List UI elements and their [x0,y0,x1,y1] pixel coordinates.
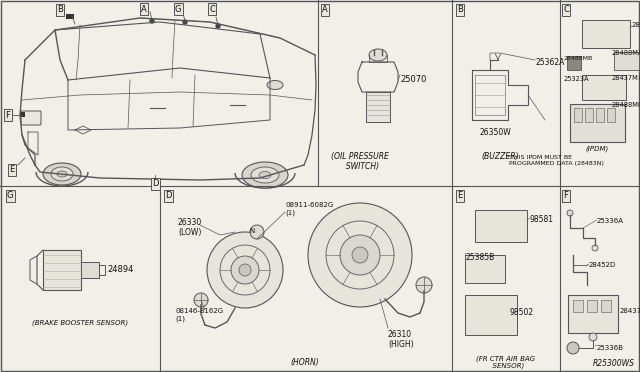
Text: F: F [6,110,10,119]
Bar [596,108,604,122]
Circle shape [592,245,598,251]
Text: (FR CTR AIR BAG
  SENSOR): (FR CTR AIR BAG SENSOR) [477,355,536,369]
Bar [587,300,597,312]
Text: 28437: 28437 [620,308,640,314]
Bar [574,108,582,122]
Circle shape [567,210,573,216]
Text: D: D [152,180,158,189]
Text: *THIS IPDM MUST BE
 PROGRAMMED DATA (28483N): *THIS IPDM MUST BE PROGRAMMED DATA (2848… [507,155,604,166]
Bar [573,300,583,312]
Bar [465,295,517,335]
Circle shape [194,293,208,307]
Text: (BUZZER): (BUZZER) [481,152,519,161]
Text: 28488MB: 28488MB [564,56,593,61]
Text: C: C [563,6,569,15]
Circle shape [416,277,432,293]
Circle shape [308,203,412,307]
Circle shape [589,333,597,341]
Ellipse shape [369,49,387,61]
Ellipse shape [251,167,279,183]
Text: 24894: 24894 [107,265,133,274]
Text: 08911-6082G
(1): 08911-6082G (1) [285,202,333,215]
Text: N: N [249,228,254,234]
Text: B: B [57,6,63,15]
Text: A: A [322,6,328,15]
Bar [81,262,99,278]
Circle shape [207,232,283,308]
Bar [465,255,505,283]
Text: 26330
(LOW): 26330 (LOW) [178,218,202,237]
Bar [607,108,615,122]
Bar [20,112,25,117]
Text: A: A [141,4,147,13]
Text: 25323A: 25323A [564,76,589,82]
Text: E: E [10,166,15,174]
Text: 28437M×: 28437M× [612,75,640,81]
Ellipse shape [267,80,283,90]
Circle shape [231,256,259,284]
Text: B: B [457,6,463,15]
Text: C: C [209,4,215,13]
Text: G: G [7,192,13,201]
Bar [601,300,611,312]
Bar [582,75,626,100]
Ellipse shape [57,171,67,177]
Text: (BRAKE BOOSTER SENSOR): (BRAKE BOOSTER SENSOR) [32,320,128,327]
Text: 98581: 98581 [530,215,554,224]
Text: 26310
(HIGH): 26310 (HIGH) [388,330,413,349]
Ellipse shape [51,167,73,181]
Circle shape [216,24,220,28]
Bar [366,92,390,122]
Bar [614,52,639,70]
Circle shape [150,19,154,23]
Text: (OIL PRESSURE
  SWITCH): (OIL PRESSURE SWITCH) [331,152,389,171]
Text: 28488MC: 28488MC [612,102,640,108]
Circle shape [567,342,579,354]
Text: (HORN): (HORN) [291,358,319,367]
Bar [43,250,81,290]
Text: 25336A: 25336A [597,218,624,224]
FancyBboxPatch shape [21,111,41,125]
Bar [567,56,581,70]
Ellipse shape [43,163,81,185]
Text: (IPDM): (IPDM) [586,145,609,151]
Text: 26350W: 26350W [480,128,512,137]
Text: 25070: 25070 [400,75,426,84]
Text: G: G [175,4,181,13]
Circle shape [250,225,264,239]
Circle shape [340,235,380,275]
Text: 25336B: 25336B [597,345,624,351]
Text: E: E [458,192,463,201]
Text: 28488MA: 28488MA [612,50,640,56]
Bar [585,108,593,122]
Text: 98502: 98502 [510,308,534,317]
Text: 25385B: 25385B [465,253,494,262]
Ellipse shape [259,171,271,179]
Bar [582,20,630,48]
Text: R25300WS: R25300WS [593,359,635,368]
Ellipse shape [242,162,288,188]
Text: 28489M: 28489M [632,22,640,28]
Bar [570,104,625,142]
Circle shape [352,247,368,263]
Text: F: F [564,192,568,201]
Text: 28452D: 28452D [589,262,616,268]
Bar [568,295,618,333]
Bar [66,14,74,19]
Text: 25362A: 25362A [536,58,565,67]
Bar [475,210,527,242]
Text: 08146-8162G
(1): 08146-8162G (1) [175,308,223,321]
Circle shape [183,20,187,24]
Text: D: D [164,192,172,201]
Circle shape [239,264,251,276]
